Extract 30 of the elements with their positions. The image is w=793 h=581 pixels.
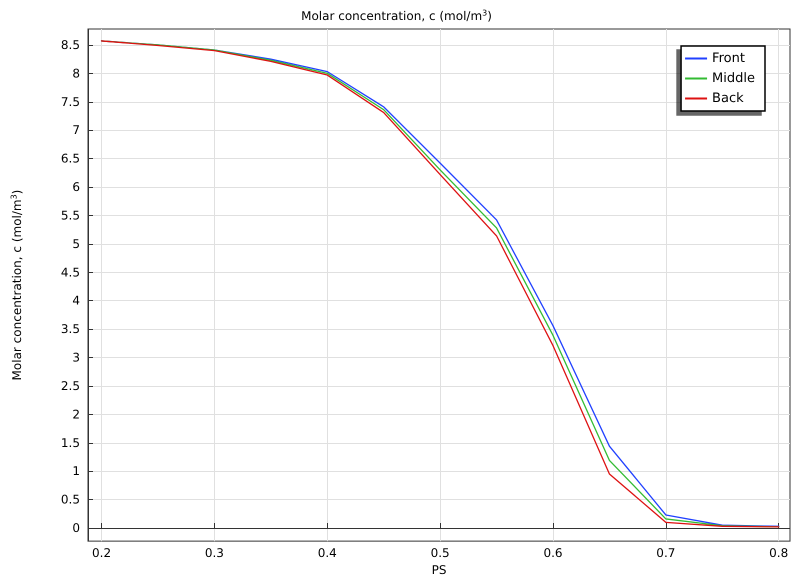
y-tick-label: 4.5 [60,265,80,280]
y-tick-label: 6 [72,180,80,194]
legend-label: Back [712,91,744,106]
y-tick-label: 7 [72,123,80,138]
legend-label: Middle [712,71,756,86]
y-tick-label: 4 [72,294,80,308]
x-axis-title: PS [432,563,446,577]
y-tick-label: 3 [72,350,80,365]
y-tick-label: 8 [72,66,80,80]
legend-label: Front [712,51,745,66]
x-tick-label: 0.6 [543,546,563,560]
y-tick-label: 1 [72,464,80,478]
x-tick-label: 0.3 [204,546,224,560]
y-tick-label: 0 [72,521,80,536]
y-tick-label: 3.5 [60,322,80,336]
y-tick-label: 5 [72,236,80,251]
x-tick-label: 0.4 [318,546,337,560]
y-tick-label: 2 [72,407,80,422]
y-axis-title: Molar concentration, c (mol/m3) [10,190,24,380]
y-tick-label: 7.5 [60,94,80,109]
y-tick-label: 2.5 [60,378,80,393]
y-tick-label: 1.5 [60,436,80,450]
x-tick-label: 0.8 [769,546,788,560]
y-tick-label: 6.5 [60,152,80,166]
y-tick-label: 0.5 [60,492,80,507]
x-tick-label: 0.5 [430,546,450,560]
y-tick-label: 5.5 [60,208,80,222]
x-tick-label: 0.7 [656,546,676,560]
y-tick-label: 8.5 [60,38,80,52]
x-tick-label: 0.2 [92,546,112,560]
